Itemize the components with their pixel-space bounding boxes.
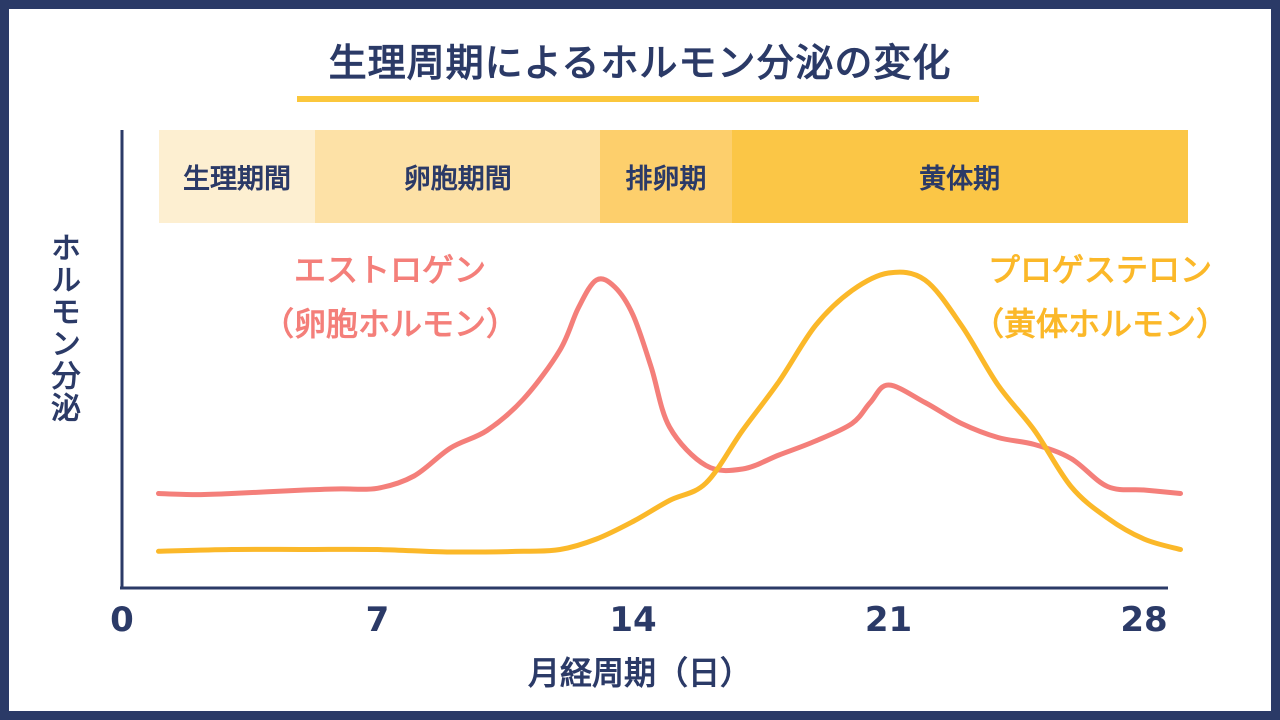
chart-frame — [9, 9, 1271, 711]
title-underline — [297, 96, 979, 102]
progesterone-label-line-2: （黄体ホルモン） — [971, 305, 1228, 343]
phase-1: 生理期間 — [158, 130, 316, 223]
x-tick-label: 0 — [110, 600, 134, 640]
phase-3: 排卵期 — [600, 130, 732, 223]
estrogen-label-line-1: エストロゲン — [293, 251, 486, 289]
x-axis-label: 月経周期（日） — [527, 654, 752, 692]
x-tick-label: 7 — [365, 600, 390, 640]
phase-4: 黄体期 — [731, 130, 1188, 223]
estrogen-label: エストロゲン （卵胞ホルモン） — [210, 243, 570, 351]
phase-2: 卵胞期間 — [315, 130, 601, 223]
progesterone-label-line-1: プロゲステロン — [987, 251, 1212, 289]
x-tick-label: 14 — [609, 600, 657, 640]
chart-title: 生理周期によるホルモン分泌の変化 — [328, 41, 952, 85]
progesterone-label: プロゲステロン （黄体ホルモン） — [930, 243, 1270, 351]
estrogen-label-line-2: （卵胞ホルモン） — [261, 305, 518, 343]
x-tick-label: 28 — [1120, 600, 1168, 640]
progesterone-line — [156, 269, 1183, 555]
x-tick-label: 21 — [864, 600, 913, 640]
estrogen-line — [156, 276, 1183, 498]
y-axis-label: ホルモン分泌 — [45, 232, 80, 424]
